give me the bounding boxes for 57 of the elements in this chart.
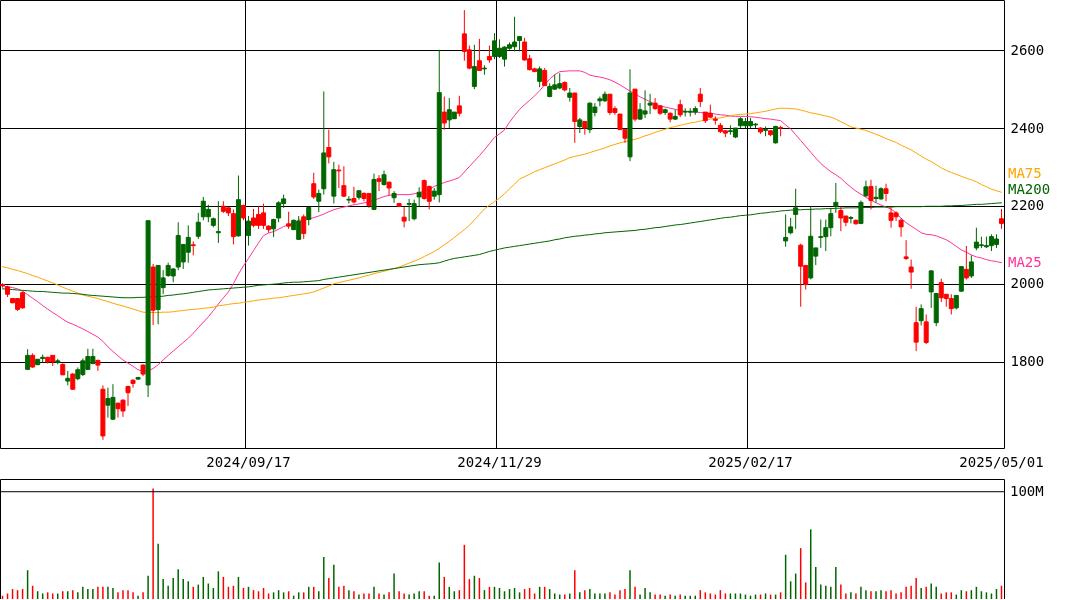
candlestick (215, 200, 221, 244)
candlestick (848, 215, 854, 224)
candlestick (416, 186, 422, 207)
candlestick (441, 96, 447, 131)
candlestick (95, 359, 101, 372)
x-tick-label: 2025/05/01 (959, 453, 1044, 470)
candlestick (195, 212, 201, 240)
candlestick (401, 206, 407, 228)
series-label: MA25 (1008, 253, 1042, 270)
series-label: MA75 (1008, 164, 1042, 181)
candlestick (456, 95, 462, 117)
candlestick (597, 96, 603, 107)
candlestick (883, 183, 889, 202)
candlestick (346, 195, 352, 205)
candlestick (697, 87, 703, 108)
y-tick-label: 2000 (1010, 275, 1045, 292)
series-label: MA200 (1008, 180, 1051, 197)
candlestick (376, 174, 382, 192)
candlestick (230, 208, 236, 245)
x-tick-label: 2025/02/17 (708, 453, 793, 470)
candlestick (476, 38, 482, 71)
x-tick-label: 2024/09/17 (206, 453, 291, 470)
candlestick (798, 243, 804, 308)
candlestick (185, 224, 191, 264)
candlestick (868, 179, 874, 210)
candlestick (963, 245, 969, 280)
y-tick-label: 2600 (1010, 41, 1045, 58)
candlestick (903, 239, 909, 261)
candlestick (316, 189, 322, 213)
candlestick (391, 190, 397, 204)
ref-line-label: 100M (1010, 482, 1044, 499)
candlestick (918, 303, 924, 326)
candlestick (471, 44, 477, 90)
candlestick (537, 66, 543, 88)
candlestick (968, 254, 974, 279)
y-tick-label: 1800 (1010, 353, 1045, 370)
candlestick (818, 219, 824, 249)
line-series (2, 107, 1002, 314)
candlestick (948, 293, 954, 315)
candlestick (928, 269, 934, 309)
candlestick (998, 208, 1004, 230)
candlestick (25, 348, 31, 371)
candlestick (783, 213, 789, 248)
y-tick-label: 2400 (1010, 119, 1045, 136)
candlestick (251, 208, 257, 228)
candlestick (923, 314, 929, 345)
x-tick-label: 2024/11/29 (457, 453, 542, 470)
candlestick (301, 213, 307, 240)
candlestick (311, 172, 317, 200)
candlestick (276, 200, 282, 223)
y-tick-label: 2200 (1010, 197, 1045, 214)
candlestick (245, 215, 251, 247)
candlestick (908, 259, 914, 290)
candlestick (913, 306, 919, 352)
line-series (2, 70, 1002, 372)
candlestick (326, 129, 332, 164)
candlestick (351, 186, 357, 205)
